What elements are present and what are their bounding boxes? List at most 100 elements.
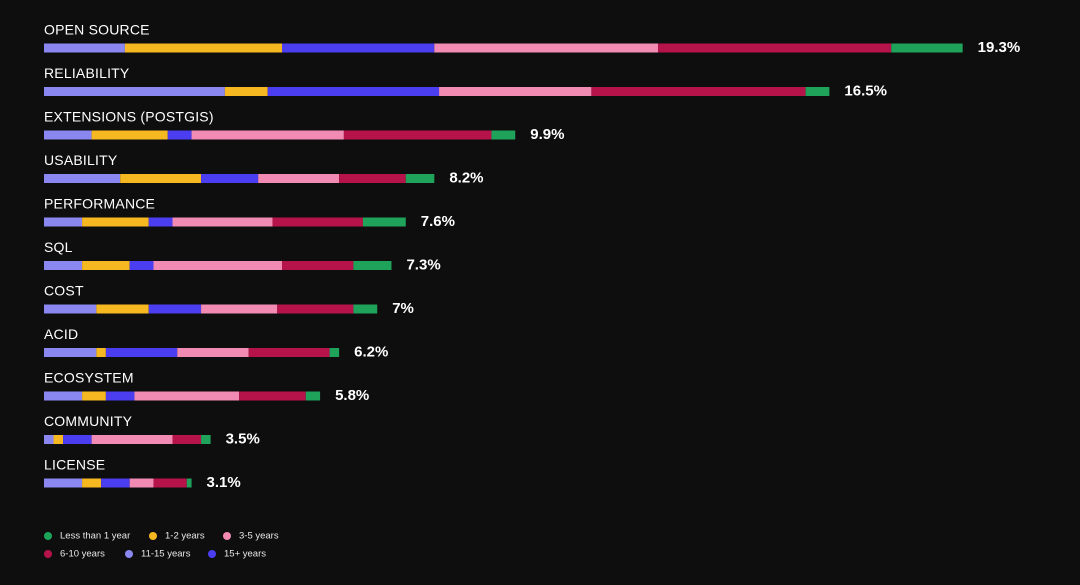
bar-segment — [101, 478, 130, 488]
bar-segment — [191, 130, 344, 140]
category-label: EXTENSIONS (POSTGIS) — [44, 109, 214, 125]
bar-segment — [201, 435, 211, 444]
bar-segment — [91, 130, 168, 140]
bar-segment — [805, 87, 830, 96]
bar-segment — [272, 217, 363, 227]
bar-segment — [305, 391, 321, 401]
bar-segment — [44, 174, 121, 183]
legend-swatch — [44, 532, 52, 540]
bar-segment — [167, 130, 192, 140]
category-label: COMMUNITY — [44, 413, 133, 429]
bar-segment — [82, 261, 130, 270]
category-label: SQL — [44, 239, 73, 255]
bar-segment — [339, 174, 406, 183]
bar-segment — [434, 43, 659, 53]
total-label: 3.5% — [226, 430, 260, 447]
category-label: RELIABILITY — [44, 65, 130, 81]
total-label: 7.6% — [421, 213, 455, 230]
total-label: 16.5% — [844, 82, 887, 99]
legend-swatch — [44, 550, 52, 558]
legend-swatch — [125, 550, 133, 558]
category-label: ACID — [44, 326, 78, 342]
bar-segment — [282, 261, 354, 270]
category-label: ECOSYSTEM — [44, 370, 134, 386]
legend-label: 15+ years — [224, 549, 266, 560]
bar-segment — [282, 43, 435, 53]
bar-segment — [44, 43, 125, 53]
bar-segment — [44, 478, 83, 488]
total-label: 7% — [392, 300, 414, 317]
bar-segment — [82, 478, 102, 488]
category-label: PERFORMANCE — [44, 196, 155, 212]
bar-segment — [120, 174, 202, 183]
category-label: USABILITY — [44, 152, 118, 168]
legend-label: Less than 1 year — [60, 531, 130, 542]
bar-segment — [201, 304, 278, 314]
bar-segment — [96, 348, 106, 357]
total-label: 3.1% — [207, 474, 241, 491]
bar-segment — [96, 304, 149, 314]
bar-segment — [201, 174, 259, 183]
bar-segment — [124, 43, 282, 53]
legend-swatch — [149, 532, 157, 540]
bar-segment — [91, 435, 173, 444]
bar-segment — [44, 87, 225, 96]
legend-label: 3-5 years — [239, 531, 279, 542]
bar-segment — [329, 348, 340, 357]
total-label: 19.3% — [978, 39, 1021, 56]
bar-segment — [891, 43, 963, 53]
bar-segment — [172, 435, 202, 444]
bar-segment — [405, 174, 435, 183]
category-label: COST — [44, 283, 84, 299]
category-label: OPEN SOURCE — [44, 22, 150, 38]
category-label: LICENSE — [44, 457, 105, 473]
legend-swatch — [223, 532, 231, 540]
legend-label: 11-15 years — [141, 549, 191, 560]
bar-segment — [153, 478, 187, 488]
bar-segment — [148, 217, 173, 227]
bar-segment — [44, 391, 83, 401]
bar-segment — [172, 217, 273, 227]
bar-segment — [44, 435, 54, 444]
bar-segment — [82, 391, 106, 401]
bar-segment — [134, 391, 240, 401]
bar-segment — [153, 261, 282, 270]
bar-segment — [343, 130, 492, 140]
bar-segment — [105, 391, 135, 401]
bar-segment — [258, 174, 340, 183]
bar-segment — [148, 304, 202, 314]
bar-segment — [439, 87, 592, 96]
bar-segment — [491, 130, 516, 140]
total-label: 6.2% — [354, 343, 388, 360]
bar-segment — [44, 130, 92, 140]
bar-segment — [177, 348, 249, 357]
total-label: 7.3% — [406, 256, 440, 273]
bar-segment — [353, 304, 378, 314]
bar-segment — [353, 261, 392, 270]
bar-segment — [63, 435, 92, 444]
bar-segment — [105, 348, 178, 357]
bar-segment — [53, 435, 64, 444]
bar-segment — [239, 391, 306, 401]
legend-swatch — [208, 550, 216, 558]
legend-label: 6-10 years — [60, 549, 105, 560]
bar-segment — [44, 304, 97, 314]
bar-segment — [129, 478, 154, 488]
bar-segment — [362, 217, 406, 227]
bar-segment — [591, 87, 806, 96]
bar-segment — [267, 87, 440, 96]
total-label: 8.2% — [449, 169, 483, 186]
total-label: 5.8% — [335, 387, 369, 404]
bar-segment — [129, 261, 154, 270]
bar-segment — [248, 348, 330, 357]
bar-segment — [44, 261, 83, 270]
legend-label: 1-2 years — [165, 531, 205, 542]
bar-segment — [186, 478, 192, 488]
bar-segment — [277, 304, 354, 314]
bar-segment — [658, 43, 892, 53]
total-label: 9.9% — [530, 126, 564, 143]
bar-segment — [44, 217, 83, 227]
bar-segment — [224, 87, 268, 96]
bar-segment — [44, 348, 97, 357]
